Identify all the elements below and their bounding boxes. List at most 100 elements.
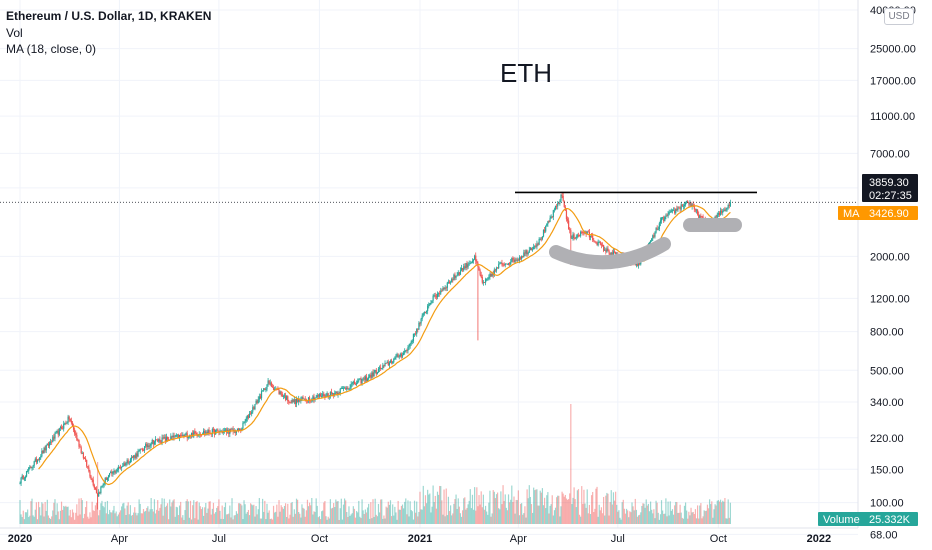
- candle-body: [252, 407, 254, 412]
- candle-body: [298, 398, 300, 403]
- candle-body: [686, 201, 688, 203]
- candle-body: [236, 428, 239, 431]
- time-tick-label: Apr: [510, 533, 527, 545]
- candle-body: [101, 485, 103, 488]
- volume-bar: [64, 506, 66, 524]
- candle-body: [547, 221, 549, 225]
- volume-bar: [502, 485, 504, 524]
- candle-body: [478, 266, 480, 271]
- candle-body: [325, 394, 327, 397]
- volume-bar: [58, 519, 60, 524]
- candle-body: [27, 470, 29, 472]
- candle-body: [88, 467, 90, 472]
- volume-bar: [299, 513, 301, 524]
- volume-bar: [272, 505, 275, 524]
- volume-bar: [715, 505, 717, 524]
- volume-bar: [356, 511, 358, 524]
- volume-bar: [310, 505, 312, 524]
- candle-body: [282, 396, 284, 397]
- candle-body: [499, 263, 501, 265]
- volume-bar: [123, 502, 125, 524]
- candle-body: [330, 391, 333, 394]
- candle-body: [503, 264, 505, 266]
- time-axis[interactable]: 2020 Apr Jul Oct 2021 Apr Jul Oct 2022: [8, 533, 831, 545]
- candle-body: [323, 393, 325, 397]
- volume-bar: [571, 504, 573, 524]
- volume-bar: [208, 501, 210, 524]
- currency-button[interactable]: USD: [884, 8, 914, 25]
- volume-bar: [339, 508, 341, 524]
- candle-body: [454, 274, 456, 278]
- volume-bar: [80, 498, 82, 524]
- candle-body: [291, 399, 293, 403]
- volume-value-label: [818, 512, 918, 526]
- candle-body: [536, 243, 538, 247]
- volume-bar: [439, 485, 441, 524]
- volume-bar: [441, 500, 443, 524]
- volume-bar: [68, 515, 70, 524]
- volume-bar: [643, 503, 645, 524]
- candle-body: [481, 277, 483, 283]
- candle-body: [381, 368, 383, 370]
- candle-body: [357, 380, 359, 383]
- volume-label-value: 25.332K: [869, 514, 911, 526]
- volume-bar: [411, 511, 413, 524]
- volume-bar: [652, 513, 654, 524]
- volume-bar: [318, 516, 321, 524]
- candle-body: [676, 208, 678, 211]
- candle-body: [608, 250, 610, 254]
- volume-bar: [70, 517, 72, 524]
- price-tick-label: 800.00: [870, 327, 904, 339]
- candle-body: [400, 353, 403, 357]
- price-axis[interactable]: 40000.0025000.0017000.0011000.007000.004…: [870, 5, 916, 541]
- candle-body: [135, 453, 137, 458]
- volume-bar: [81, 500, 83, 524]
- candle-body: [110, 471, 112, 474]
- volume-bar: [25, 512, 28, 524]
- volume-bar: [328, 518, 330, 524]
- volume-bar: [57, 511, 59, 524]
- candle-body: [116, 469, 118, 472]
- volume-bar: [479, 504, 481, 524]
- volume-bar: [698, 518, 700, 524]
- candle-body: [427, 305, 429, 311]
- candle-body: [680, 204, 682, 210]
- candle-body: [31, 467, 33, 469]
- volume-bar: [513, 496, 515, 524]
- volume-bar: [336, 501, 338, 524]
- volume-bar: [72, 512, 75, 524]
- volume-bar: [113, 505, 115, 524]
- candle-body: [194, 431, 196, 434]
- volume-bar: [588, 504, 590, 524]
- symbol-title[interactable]: Ethereum / U.S. Dollar, 1D, KRAKEN: [6, 9, 212, 23]
- volume-bar: [528, 485, 530, 524]
- volume-bar: [199, 506, 201, 524]
- candle-body: [316, 395, 318, 398]
- candle-body: [429, 303, 431, 305]
- volume-bar: [255, 506, 257, 524]
- volume-bar: [79, 514, 81, 524]
- candle-body: [39, 457, 41, 460]
- volume-bar: [89, 512, 91, 524]
- volume-bar: [421, 509, 423, 524]
- price-tick-label: 340.00: [870, 397, 904, 409]
- candle-body: [279, 391, 281, 394]
- candle-body: [727, 205, 729, 208]
- candle-body: [93, 485, 95, 488]
- volume-bar: [635, 509, 637, 524]
- candle-body: [253, 407, 255, 410]
- volume-indicator-label[interactable]: Vol: [6, 26, 23, 40]
- volume-bar: [46, 499, 48, 524]
- volume-bar: [600, 507, 603, 524]
- volume-bar: [524, 506, 526, 524]
- volume-bar: [616, 504, 618, 524]
- volume-bar: [620, 519, 622, 524]
- ma-indicator-label[interactable]: MA (18, close, 0): [6, 42, 97, 56]
- candle-body: [345, 387, 347, 390]
- candle-body: [529, 247, 531, 251]
- volume-bar: [570, 404, 572, 524]
- ma-label-name: MA: [843, 208, 860, 220]
- volume-bar: [498, 508, 500, 524]
- candle-body: [534, 245, 536, 247]
